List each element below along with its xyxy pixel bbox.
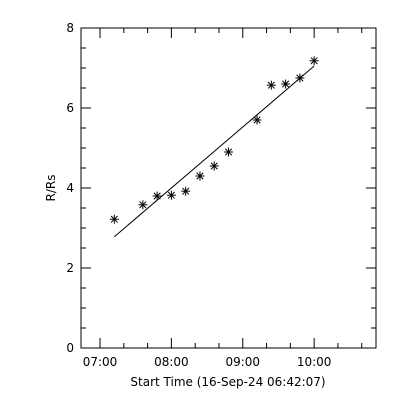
- y-axis-ticks: 0 2 4 6 8: [66, 21, 376, 355]
- data-points: [109, 56, 319, 224]
- x-tick-label: 09:00: [225, 355, 260, 369]
- y-tick-label: 4: [66, 181, 74, 195]
- plot-frame: [80, 27, 377, 349]
- x-axis-ticks: 07:00 08:00 09:00 10:00: [83, 28, 363, 369]
- data-point: [281, 79, 291, 89]
- y-tick-label: 6: [66, 101, 74, 115]
- data-point: [109, 214, 119, 224]
- data-point: [266, 80, 276, 90]
- data-point: [181, 186, 191, 196]
- data-point: [224, 147, 233, 157]
- y-axis-label: R/Rs: [44, 175, 58, 202]
- x-tick-label: 08:00: [154, 355, 189, 369]
- x-axis-label: Start Time (16-Sep-24 06:42:07): [130, 375, 325, 389]
- data-point: [195, 171, 205, 181]
- y-tick-label: 8: [66, 21, 74, 35]
- fit-line-group: [113, 65, 315, 238]
- y-tick-label: 0: [66, 341, 74, 355]
- x-tick-label: 10:00: [297, 355, 332, 369]
- data-point: [166, 190, 176, 200]
- fit-line: [113, 65, 315, 238]
- data-point: [209, 161, 219, 171]
- data-point: [252, 115, 262, 125]
- data-point: [309, 56, 319, 66]
- y-tick-label: 2: [66, 261, 74, 275]
- x-tick-label: 07:00: [83, 355, 118, 369]
- data-point: [138, 200, 148, 210]
- data-point: [152, 191, 162, 201]
- data-point: [295, 73, 305, 83]
